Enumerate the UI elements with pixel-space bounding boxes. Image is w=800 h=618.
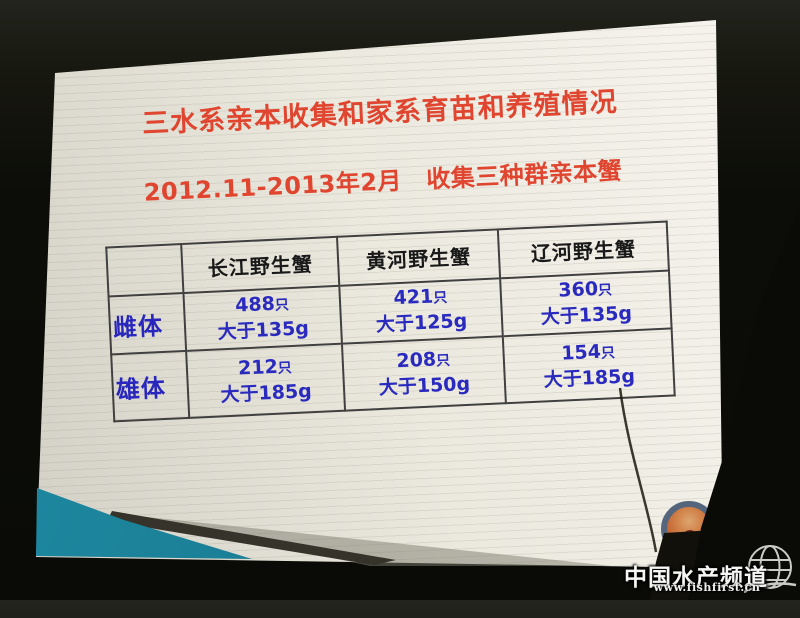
count-unit: 只 — [597, 282, 613, 300]
count-value: 154 — [560, 340, 602, 365]
row-label-female: 雌体 — [108, 293, 187, 355]
globe-icon — [743, 545, 797, 594]
collection-table: 长江野生蟹 黄河野生蟹 辽河野生蟹 雌体 488只 大于135g 421只 大于… — [105, 221, 676, 423]
count-unit: 只 — [274, 297, 290, 315]
count-unit: 只 — [435, 352, 451, 370]
slide-title: 三水系亲本收集和家系育苗和养殖情况 — [141, 86, 619, 140]
count-value: 360 — [557, 278, 599, 303]
table-corner-cell — [106, 244, 184, 297]
count-unit: 只 — [277, 359, 293, 377]
data-cell: 360只 大于135g — [500, 270, 672, 337]
count-value: 488 — [234, 293, 276, 317]
projection-screen — [36, 20, 723, 568]
watermark-brand: 中国水产频道 — [624, 565, 768, 591]
count-value: 212 — [237, 355, 279, 380]
column-header-liaohe: 辽河野生蟹 — [497, 221, 669, 279]
slide-subtitle: 2012.11-2013年2月 收集三种群亲本蟹 — [143, 156, 623, 207]
count-unit: 只 — [600, 344, 616, 362]
data-cell: 208只 大于150g — [341, 336, 506, 411]
column-header-changjiang: 长江野生蟹 — [181, 236, 340, 294]
data-cell: 154只 大于185g — [502, 328, 675, 404]
data-cell: 421只 大于125g — [339, 278, 503, 344]
count-value: 421 — [393, 285, 434, 310]
data-cell: 212只 大于185g — [186, 343, 346, 418]
count-unit: 只 — [432, 290, 448, 307]
data-cell: 488只 大于135g — [183, 285, 342, 351]
row-label-male: 雄体 — [111, 350, 190, 422]
column-header-huanghe: 黄河野生蟹 — [337, 229, 501, 286]
watermark-url: www.fishfirst.cn — [653, 581, 761, 594]
photo-root: { "slide": { "title": "三水系亲本收集和家系育苗和养殖情况… — [0, 0, 800, 600]
count-value: 208 — [395, 348, 437, 373]
